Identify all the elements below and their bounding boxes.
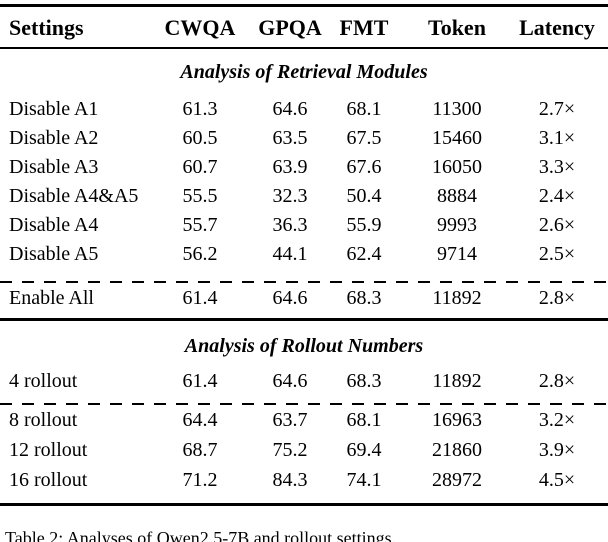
token-cell: 21860 <box>432 438 482 461</box>
fmt-cell: 69.4 <box>346 438 382 461</box>
token-cell: 11892 <box>432 369 482 392</box>
token-cell: 16963 <box>432 408 482 431</box>
table-caption: Table 2: Analyses of Qwen2.5-7B and roll… <box>5 527 397 542</box>
dashed-divider <box>0 281 608 283</box>
paper-table-figure: Settings CWQA GPQA FMT Token Latency Ana… <box>0 4 608 542</box>
gpqa-cell: 75.2 <box>272 438 308 461</box>
gpqa-cell: 63.5 <box>272 127 308 149</box>
table-row: Disable A5 56.2 44.1 62.4 9714 2.5× <box>0 240 608 269</box>
latency-cell: 3.1× <box>538 127 576 149</box>
setting-cell: Disable A4&A5 <box>9 185 139 207</box>
token-cell: 11892 <box>432 287 482 309</box>
table-row: Disable A1 61.3 64.6 68.1 11300 2.7× <box>0 95 608 124</box>
column-header-token: Token <box>428 15 486 40</box>
cwqa-cell: 68.7 <box>182 438 218 461</box>
setting-cell: Disable A2 <box>9 127 99 149</box>
section-title-retrieval-modules: Analysis of Retrieval Modules <box>180 61 428 83</box>
gpqa-cell: 63.9 <box>272 156 308 178</box>
fmt-cell: 74.1 <box>346 468 382 491</box>
table-row: Disable A4&A5 55.5 32.3 50.4 8884 2.4× <box>0 182 608 211</box>
token-cell: 9714 <box>437 243 477 265</box>
cwqa-cell: 64.4 <box>182 408 218 431</box>
gpqa-cell: 64.6 <box>272 98 308 120</box>
cwqa-cell: 71.2 <box>182 468 218 491</box>
section-title-rollout-numbers: Analysis of Rollout Numbers <box>184 334 424 357</box>
fmt-cell: 68.3 <box>346 287 382 309</box>
column-header-cwqa: CWQA <box>164 15 236 40</box>
setting-cell: 16 rollout <box>9 468 88 491</box>
fmt-cell: 67.6 <box>346 156 382 178</box>
cwqa-cell: 56.2 <box>182 243 218 265</box>
column-header-fmt: FMT <box>339 15 389 40</box>
cwqa-cell: 60.5 <box>182 127 218 149</box>
table-row-enable-all: Enable All 61.4 64.6 68.3 11892 2.8× <box>0 283 608 313</box>
token-cell: 16050 <box>432 156 482 178</box>
setting-cell: 8 rollout <box>9 408 78 431</box>
dashed-divider <box>0 402 608 405</box>
latency-cell: 2.7× <box>538 98 576 120</box>
gpqa-cell: 32.3 <box>272 185 308 207</box>
table-row: Disable A2 60.5 63.5 67.5 15460 3.1× <box>0 124 608 153</box>
latency-cell: 2.6× <box>538 214 576 236</box>
gpqa-cell: 84.3 <box>272 468 308 491</box>
fmt-cell: 68.1 <box>346 98 382 120</box>
cwqa-cell: 61.4 <box>182 287 218 309</box>
setting-cell: 4 rollout <box>9 369 78 392</box>
fmt-cell: 50.4 <box>346 185 382 207</box>
gpqa-cell: 64.6 <box>272 287 308 309</box>
cwqa-cell: 61.3 <box>182 98 218 120</box>
table-row: 8 rollout 64.4 63.7 68.1 16963 3.2× <box>0 405 608 435</box>
latency-cell: 2.8× <box>538 287 576 309</box>
fmt-cell: 67.5 <box>346 127 382 149</box>
fmt-cell: 62.4 <box>346 243 382 265</box>
cwqa-cell: 61.4 <box>182 369 218 392</box>
latency-cell: 2.5× <box>538 243 576 265</box>
token-cell: 28972 <box>432 468 482 491</box>
fmt-cell: 55.9 <box>346 214 382 236</box>
token-cell: 9993 <box>437 214 477 236</box>
setting-cell: Enable All <box>9 287 94 309</box>
gpqa-cell: 36.3 <box>272 214 308 236</box>
table-row: 4 rollout 61.4 64.6 68.3 11892 2.8× <box>0 367 608 396</box>
gpqa-cell: 64.6 <box>272 369 308 392</box>
fmt-cell: 68.1 <box>346 408 382 431</box>
table-top-rule <box>0 4 608 7</box>
setting-cell: Disable A4 <box>9 214 99 236</box>
fmt-cell: 68.3 <box>346 369 382 392</box>
latency-cell: 2.4× <box>538 185 576 207</box>
cwqa-cell: 60.7 <box>182 156 218 178</box>
setting-cell: 12 rollout <box>9 438 88 461</box>
setting-cell: Disable A3 <box>9 156 99 178</box>
setting-cell: Disable A1 <box>9 98 99 120</box>
column-header-latency: Latency <box>519 15 595 40</box>
table-header-row: Settings CWQA GPQA FMT Token Latency <box>0 7 608 47</box>
gpqa-cell: 44.1 <box>272 243 308 265</box>
table-row: Disable A4 55.7 36.3 55.9 9993 2.6× <box>0 211 608 240</box>
latency-cell: 3.3× <box>538 156 576 178</box>
cwqa-cell: 55.5 <box>182 185 218 207</box>
column-header-gpqa: GPQA <box>258 15 322 40</box>
table-bottom-rule <box>0 502 608 506</box>
header-divider-rule <box>0 47 608 49</box>
column-header-settings: Settings <box>9 15 84 40</box>
token-cell: 11300 <box>432 98 482 120</box>
table-row: 12 rollout 68.7 75.2 69.4 21860 3.9× <box>0 435 608 465</box>
latency-cell: 2.8× <box>538 369 576 392</box>
latency-cell: 3.2× <box>538 408 576 431</box>
token-cell: 8884 <box>437 185 477 207</box>
latency-cell: 4.5× <box>538 468 576 491</box>
gpqa-cell: 63.7 <box>272 408 308 431</box>
cwqa-cell: 55.7 <box>182 214 218 236</box>
latency-cell: 3.9× <box>538 438 576 461</box>
table-row: Disable A3 60.7 63.9 67.6 16050 3.3× <box>0 153 608 182</box>
section-divider-rule <box>0 318 608 321</box>
setting-cell: Disable A5 <box>9 243 99 265</box>
token-cell: 15460 <box>432 127 482 149</box>
table-row: 16 rollout 71.2 84.3 74.1 28972 4.5× <box>0 465 608 495</box>
